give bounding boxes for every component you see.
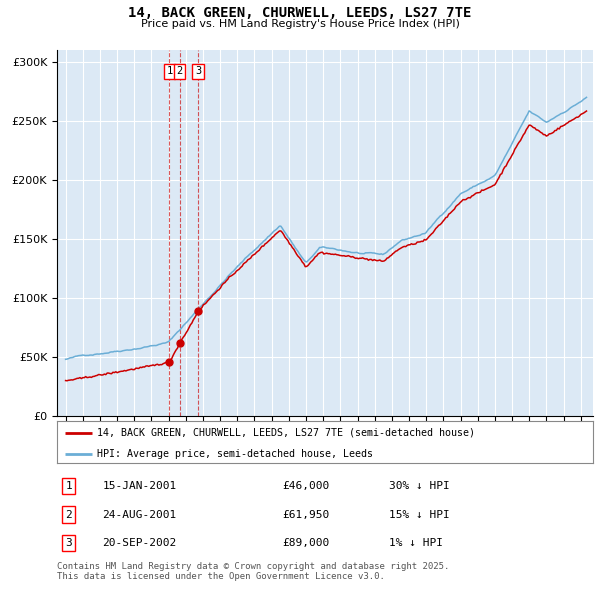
Text: 14, BACK GREEN, CHURWELL, LEEDS, LS27 7TE: 14, BACK GREEN, CHURWELL, LEEDS, LS27 7T… — [128, 6, 472, 20]
Text: 3: 3 — [65, 538, 72, 548]
Text: £46,000: £46,000 — [282, 481, 329, 491]
Text: 30% ↓ HPI: 30% ↓ HPI — [389, 481, 450, 491]
Text: 3: 3 — [195, 67, 201, 76]
Text: 20-SEP-2002: 20-SEP-2002 — [103, 538, 177, 548]
Text: HPI: Average price, semi-detached house, Leeds: HPI: Average price, semi-detached house,… — [97, 449, 373, 459]
Text: This data is licensed under the Open Government Licence v3.0.: This data is licensed under the Open Gov… — [57, 572, 385, 581]
Text: 2: 2 — [65, 510, 72, 520]
Text: 1: 1 — [65, 481, 72, 491]
Text: 15-JAN-2001: 15-JAN-2001 — [103, 481, 177, 491]
Text: 15% ↓ HPI: 15% ↓ HPI — [389, 510, 450, 520]
Text: 1: 1 — [166, 67, 172, 76]
Text: £61,950: £61,950 — [282, 510, 329, 520]
Text: 14, BACK GREEN, CHURWELL, LEEDS, LS27 7TE (semi-detached house): 14, BACK GREEN, CHURWELL, LEEDS, LS27 7T… — [97, 428, 475, 438]
Text: Contains HM Land Registry data © Crown copyright and database right 2025.: Contains HM Land Registry data © Crown c… — [57, 562, 449, 571]
Text: £89,000: £89,000 — [282, 538, 329, 548]
Text: 2: 2 — [176, 67, 183, 76]
Text: Price paid vs. HM Land Registry's House Price Index (HPI): Price paid vs. HM Land Registry's House … — [140, 19, 460, 29]
Text: 24-AUG-2001: 24-AUG-2001 — [103, 510, 177, 520]
Text: 1% ↓ HPI: 1% ↓ HPI — [389, 538, 443, 548]
